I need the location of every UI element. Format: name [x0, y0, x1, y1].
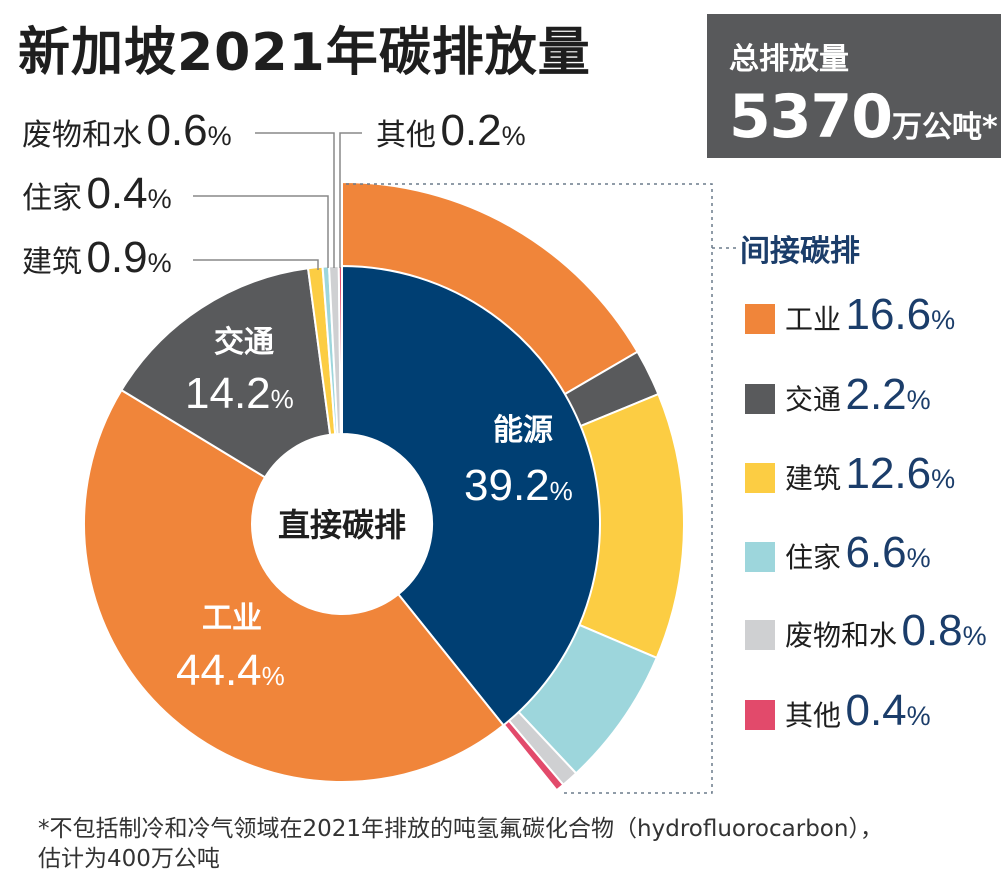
energy-label-name: 能源: [493, 413, 553, 448]
legend-value: 12.6: [845, 449, 932, 498]
legend-value: 0.8: [901, 606, 963, 655]
callout-other-name: 其他: [376, 118, 436, 153]
total-unit: 万公吨*: [892, 110, 998, 145]
legend-unit: %: [906, 701, 931, 731]
total-value-row: 5370万公吨*: [729, 82, 1001, 152]
callout-building-value: 0.9: [86, 233, 148, 282]
callout-waste-name: 废物和水: [22, 118, 142, 153]
legend-name: 建筑: [785, 462, 842, 495]
industry-label-value-group: 44.4%: [176, 646, 285, 695]
industry-label-unit: %: [262, 661, 285, 691]
legend-value: 6.6: [845, 528, 907, 577]
footnote-line-1: *不包括制冷和冷气领域在2021年排放的吨氢氟碳化合物（hydrofluoroc…: [38, 816, 883, 842]
leader-line-household: [193, 195, 329, 268]
industry-label-name: 工业: [202, 601, 262, 636]
indirect-emissions-ring: [341, 180, 685, 792]
energy-label-value: 39.2: [464, 461, 550, 510]
legend-unit: %: [906, 385, 931, 415]
callout-waste: 废物和水 0.6%: [22, 106, 232, 156]
legend-swatch-building: [745, 463, 775, 493]
callout-household: 住家 0.4%: [22, 169, 172, 219]
bracket-line: [346, 183, 713, 794]
legend-value: 2.2: [845, 370, 907, 419]
legend-unit: %: [906, 543, 931, 573]
center-label: 直接碳排: [278, 506, 406, 544]
legend-unit: %: [931, 464, 956, 494]
callout-household-unit: %: [147, 184, 172, 214]
total-label: 总排放量: [729, 42, 849, 77]
legend-text-household: 住家 6.6%: [785, 528, 931, 578]
callout-leader-lines: [193, 132, 362, 270]
footnote: *不包括制冷和冷气领域在2021年排放的吨氢氟碳化合物（hydrofluoroc…: [38, 814, 998, 874]
legend-name: 工业: [785, 303, 842, 336]
total-value: 5370: [729, 82, 893, 152]
center-hole: [252, 434, 432, 614]
legend-text-transport: 交通 2.2%: [785, 370, 931, 420]
transport-label-value-group: 14.2%: [185, 369, 294, 418]
legend-text-building: 建筑 12.6%: [785, 449, 955, 499]
footnote-line-2: 估计为400万公吨: [38, 846, 220, 872]
legend-name: 住家: [785, 541, 842, 574]
legend-name: 交通: [785, 383, 842, 416]
callout-building-name: 建筑: [22, 245, 82, 280]
legend-text-industry: 工业 16.6%: [785, 290, 955, 340]
legend-unit: %: [962, 621, 987, 651]
legend-swatch-other: [745, 700, 775, 730]
indirect-bracket: [346, 183, 740, 794]
legend-swatch-industry: [745, 304, 775, 334]
transport-label-value: 14.2: [185, 369, 271, 418]
callout-household-name: 住家: [22, 181, 82, 216]
legend-swatch-household: [745, 542, 775, 572]
legend-title: 间接碳排: [740, 234, 860, 269]
legend-value: 16.6: [845, 290, 932, 339]
legend-text-waste: 废物和水 0.8%: [785, 606, 987, 656]
callout-household-value: 0.4: [86, 169, 148, 218]
energy-label-unit: %: [550, 476, 573, 506]
total-emissions-box: 总排放量 5370万公吨*: [707, 14, 1001, 158]
legend-unit: %: [931, 305, 956, 335]
legend-name: 其他: [785, 699, 842, 732]
callout-waste-value: 0.6: [146, 106, 208, 155]
transport-label-name: 交通: [214, 325, 274, 360]
legend-swatch-waste: [745, 620, 775, 650]
callout-other-unit: %: [501, 121, 526, 151]
leader-line-building: [193, 259, 319, 270]
legend-value: 0.4: [845, 686, 907, 735]
leader-line-waste: [255, 132, 335, 268]
energy-label-value-group: 39.2%: [464, 461, 573, 510]
transport-label-unit: %: [271, 384, 294, 414]
legend-swatch-transport: [745, 384, 775, 414]
chart-title: 新加坡2021年碳排放量: [18, 23, 591, 83]
callout-building-unit: %: [147, 248, 172, 278]
industry-label-value: 44.4: [176, 646, 262, 695]
callout-waste-unit: %: [207, 121, 232, 151]
direct-emissions-ring: [83, 264, 601, 783]
callout-other: 其他 0.2%: [376, 106, 526, 156]
legend-text-other: 其他 0.4%: [785, 686, 931, 736]
callout-building: 建筑 0.9%: [22, 233, 172, 283]
callout-other-value: 0.2: [440, 106, 502, 155]
legend-name: 废物和水: [785, 619, 898, 652]
leader-line-other: [339, 132, 362, 268]
